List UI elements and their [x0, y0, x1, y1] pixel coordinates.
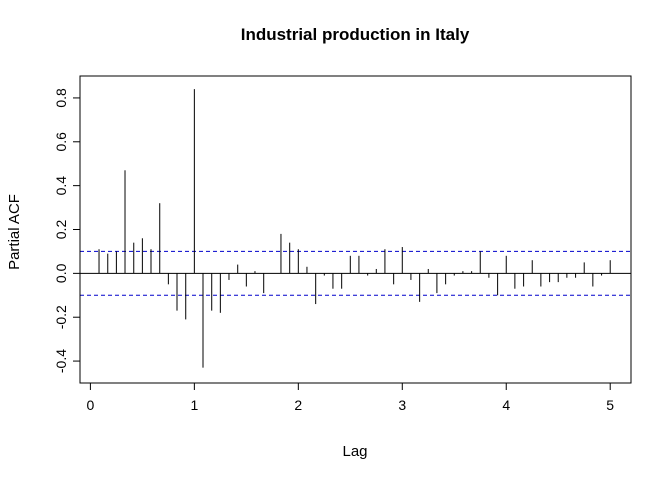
x-tick-label: 0 [86, 397, 94, 413]
y-axis: -0.4 -0.2 0.0 0.2 0.4 0.6 0.8 [53, 88, 81, 373]
x-tick-label: 1 [190, 397, 198, 413]
chart-title: Industrial production in Italy [241, 25, 470, 44]
y-tick-label: -0.4 [53, 349, 69, 373]
plot-frame [79, 75, 632, 384]
y-tick-label: 0.4 [53, 176, 69, 196]
y-tick-label: -0.2 [53, 305, 69, 329]
x-tick-label: 5 [606, 397, 614, 413]
x-tick-label: 2 [294, 397, 302, 413]
plot-area [80, 89, 631, 368]
y-tick-label: 0.8 [53, 88, 69, 108]
x-axis: 0 1 2 3 4 5 [86, 382, 614, 413]
y-tick-label: 0.0 [53, 263, 69, 283]
y-axis-label: Partial ACF [6, 194, 23, 270]
x-tick-label: 3 [398, 397, 406, 413]
y-tick-label: 0.2 [53, 220, 69, 240]
y-tick-label: 0.6 [53, 132, 69, 152]
x-axis-label: Lag [342, 443, 367, 460]
x-tick-label: 4 [502, 397, 510, 413]
